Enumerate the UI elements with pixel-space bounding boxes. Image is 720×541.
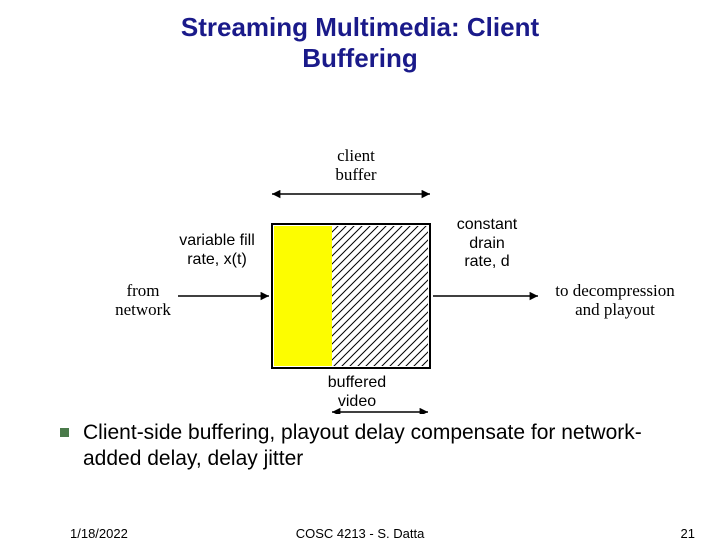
diagram-svg xyxy=(0,84,720,414)
buffer-diagram: clientbuffer variable fillrate, x(t) con… xyxy=(0,84,720,414)
footer-center: COSC 4213 - S. Datta xyxy=(0,526,720,541)
from-network-label: fromnetwork xyxy=(108,282,178,319)
slide-title: Streaming Multimedia: Client Buffering xyxy=(0,0,720,74)
variable-fill-label: variable fillrate, x(t) xyxy=(162,232,272,269)
bullet-text: Client-side buffering, playout delay com… xyxy=(83,420,690,473)
bullet-icon xyxy=(60,428,69,437)
client-buffer-label: clientbuffer xyxy=(316,147,396,184)
buffered-video-label: bufferedvideo xyxy=(312,374,402,411)
footer-page: 21 xyxy=(681,526,695,541)
title-line1: Streaming Multimedia: Client xyxy=(0,12,720,43)
constant-drain-label: constantdrainrate, d xyxy=(442,216,532,271)
to-decompression-label: to decompressionand playout xyxy=(535,282,695,319)
title-line2: Buffering xyxy=(0,43,720,74)
bullet-item: Client-side buffering, playout delay com… xyxy=(60,420,690,473)
